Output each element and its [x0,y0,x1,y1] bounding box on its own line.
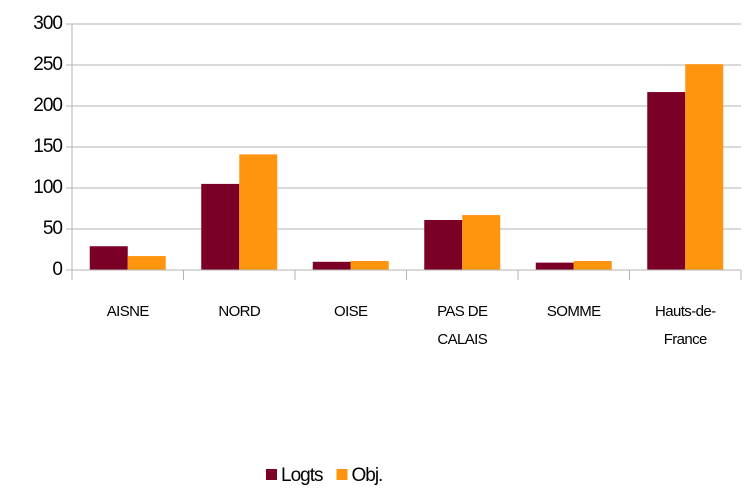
bar [685,64,724,271]
bar [350,260,389,270]
x-tick-label: PAS DE CALAIS [437,303,488,348]
bar [239,154,278,270]
x-tick-label: OISE [334,303,368,320]
bar [312,261,351,270]
x-tick-label: SOMME [546,303,601,320]
legend-swatch [336,469,348,480]
y-tick-label: 50 [43,218,63,239]
bar [89,246,128,270]
x-tick-label: AISNE [106,303,150,320]
y-tick-label: 100 [33,177,62,198]
x-tick-label: NORD [218,303,261,320]
bar [462,215,501,270]
y-tick-label: 200 [33,95,62,116]
y-tick-label: 250 [33,54,62,75]
legend-swatch [266,469,277,480]
bar [127,256,166,270]
bar [573,260,612,270]
y-tick-label: 0 [52,259,62,280]
y-tick-label: 150 [33,136,62,157]
x-tick-label: Hauts-de-France [655,303,716,348]
bar [647,92,686,270]
bar [424,219,463,270]
bar [201,183,240,270]
bar [535,262,574,270]
y-tick-label: 300 [33,13,62,34]
legend-label: Logts [281,465,323,486]
legend-label: Obj. [351,465,382,486]
